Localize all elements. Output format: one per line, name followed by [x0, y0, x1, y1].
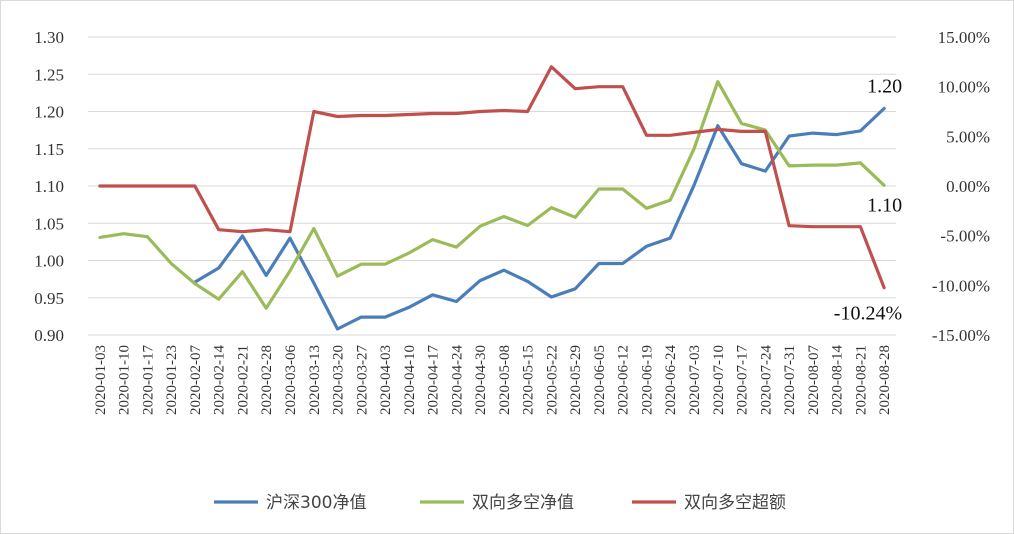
legend-label: 双向多空净值	[472, 493, 574, 513]
right-tick-label: -15.00%	[932, 326, 990, 345]
legend-label: 双向多空超额	[684, 493, 786, 513]
series-lines	[98, 65, 886, 331]
x-axis-ticks: 2020-01-03 2020-01-10 2020-01-17 2020-01-23…	[93, 345, 893, 415]
x-tick-label: 2020-05-08	[497, 345, 513, 415]
x-tick-label: 2020-06-05	[592, 345, 608, 415]
x-tick-label: 2020-05-15	[521, 345, 537, 415]
x-tick-label: 2020-08-14	[830, 345, 846, 415]
annotations: 1.20 1.10 -10.24%	[834, 76, 902, 325]
x-tick-label: 2020-03-20	[331, 345, 347, 415]
x-tick-label: 2020-03-27	[354, 345, 370, 415]
left-tick-label: 1.10	[34, 177, 64, 196]
right-tick-label: 10.00%	[938, 78, 990, 97]
left-axis-ticks: 1.30 1.25 1.20 1.15 1.10 1.05 1.00 0.95 0.90	[34, 28, 64, 345]
right-tick-label: -5.00%	[940, 227, 990, 246]
left-tick-label: 0.90	[34, 326, 64, 345]
x-tick-label: 2020-07-17	[735, 345, 751, 415]
data-label: 1.10	[867, 194, 902, 216]
left-tick-label: 1.20	[34, 103, 64, 122]
x-tick-label: 2020-08-21	[853, 345, 869, 415]
right-tick-label: 15.00%	[938, 28, 990, 47]
x-tick-label: 2020-07-03	[687, 345, 703, 415]
x-tick-label: 2020-02-14	[212, 345, 228, 415]
legend-label: 沪深300净值	[266, 493, 366, 513]
right-axis-ticks: 15.00% 10.00% 5.00% 0.00% -5.00% -10.00% -15.0…	[932, 28, 990, 345]
x-tick-label: 2020-01-03	[93, 345, 109, 415]
x-tick-label: 2020-06-24	[663, 345, 679, 415]
left-tick-label: 1.25	[34, 65, 64, 84]
data-label: -10.24%	[834, 303, 902, 325]
x-tick-label: 2020-03-13	[307, 345, 323, 415]
data-label: 1.20	[867, 76, 902, 98]
left-tick-label: 0.95	[34, 289, 64, 308]
left-tick-label: 1.15	[34, 140, 64, 159]
x-tick-label: 2020-05-22	[544, 345, 560, 415]
x-tick-label: 2020-07-31	[782, 345, 798, 415]
series-line-3	[98, 65, 886, 290]
x-tick-label: 2020-02-21	[235, 345, 251, 415]
x-tick-label: 2020-01-10	[117, 345, 133, 415]
x-tick-label: 2020-02-28	[259, 345, 275, 415]
x-tick-label: 2020-04-10	[402, 345, 418, 415]
x-tick-label: 2020-08-28	[877, 345, 893, 415]
x-tick-label: 2020-08-07	[806, 345, 822, 415]
series-line-2	[98, 80, 886, 310]
x-tick-label: 2020-04-24	[449, 345, 465, 415]
right-tick-label: -10.00%	[932, 276, 990, 295]
x-tick-label: 2020-03-06	[283, 345, 299, 415]
right-tick-label: 5.00%	[946, 127, 990, 146]
x-tick-label: 2020-04-03	[378, 345, 394, 415]
series-line-1	[193, 106, 886, 331]
x-tick-label: 2020-06-12	[616, 345, 632, 415]
x-tick-label: 2020-04-30	[473, 345, 489, 415]
legend: 沪深300净值 双向多空净值 双向多空超额	[214, 493, 786, 513]
left-tick-label: 1.30	[34, 28, 64, 47]
x-tick-label: 2020-02-07	[188, 345, 204, 415]
gridlines	[88, 36, 896, 336]
right-tick-label: 0.00%	[946, 177, 990, 196]
x-tick-label: 2020-07-10	[711, 345, 727, 415]
x-tick-label: 2020-01-17	[140, 345, 156, 415]
x-tick-label: 2020-06-19	[639, 345, 655, 415]
x-tick-label: 2020-04-17	[426, 345, 442, 415]
x-tick-label: 2020-05-29	[568, 345, 584, 415]
left-tick-label: 1.05	[34, 214, 64, 233]
x-tick-label: 2020-01-23	[164, 345, 180, 415]
x-tick-label: 2020-07-24	[758, 345, 774, 415]
left-tick-label: 1.00	[34, 252, 64, 271]
